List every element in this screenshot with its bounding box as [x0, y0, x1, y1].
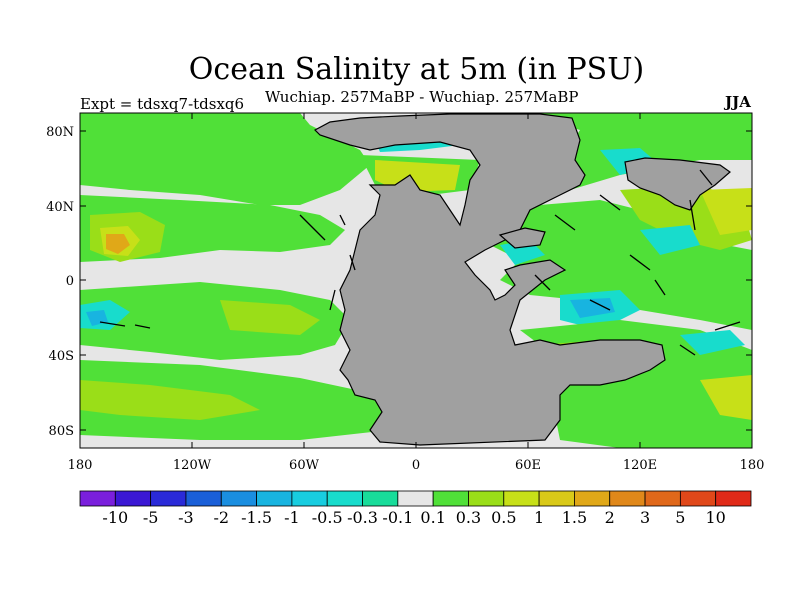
- colorbar-swatch: [79, 490, 116, 507]
- colorbar-swatch: [503, 490, 540, 507]
- x-axis-ticks: 180 120W 60W 0 60E 120E 180: [68, 113, 765, 473]
- x-tick-label: 180: [68, 458, 93, 473]
- colorbar-swatch: [574, 490, 611, 507]
- y-axis-ticks: 80N 40N 0 40S 80S: [46, 125, 752, 439]
- y-tick-label: 80S: [49, 424, 74, 439]
- colorbar-swatch: [114, 490, 152, 507]
- colorbar-swatch: [397, 490, 434, 507]
- landmass: [314, 113, 731, 446]
- salinity-field: [80, 113, 752, 448]
- colorbar-label: -2: [213, 508, 229, 527]
- colorbar-label: 0.3: [456, 508, 481, 527]
- colorbar-label: -3: [178, 508, 194, 527]
- colorbar-label: -0.3: [347, 508, 378, 527]
- subtitle: Wuchiap. 257MaBP - Wuchiap. 257MaBP: [265, 88, 579, 106]
- y-tick-label: 40S: [49, 349, 74, 364]
- y-tick-label: 40N: [46, 200, 74, 215]
- x-tick-label: 120W: [173, 458, 212, 473]
- colorbar-swatch: [362, 490, 399, 507]
- colorbar: -10 -5 -3 -2 -1.5 -1 -0.5 -0.3 -0.1 0.1 0.3 0.5 1 1.5…: [79, 490, 752, 527]
- y-tick-label: 80N: [46, 125, 74, 140]
- colorbar-swatch: [150, 490, 187, 507]
- colorbar-swatch: [432, 490, 469, 507]
- x-tick-label: 60E: [515, 458, 541, 473]
- colorbar-label: -0.5: [312, 508, 343, 527]
- colorbar-swatch: [715, 490, 752, 507]
- map-plot-area: [80, 113, 752, 448]
- colorbar-label: 1.5: [562, 508, 587, 527]
- colorbar-label: -0.1: [382, 508, 413, 527]
- colorbar-label: 1: [534, 508, 544, 527]
- colorbar-label: 3: [640, 508, 650, 527]
- colorbar-swatch: [220, 490, 257, 507]
- colorbar-label: 0.5: [491, 508, 516, 527]
- colorbar-label: -10: [102, 508, 128, 527]
- colorbar-swatch: [468, 490, 505, 507]
- experiment-label: Expt = tdsxq7-tdsxq6: [80, 95, 245, 113]
- x-tick-label: 120E: [623, 458, 657, 473]
- x-tick-label: 60W: [289, 458, 320, 473]
- island-outlines: [99, 169, 741, 356]
- colorbar-swatch: [326, 490, 363, 507]
- colorbar-label: -1: [284, 508, 300, 527]
- colorbar-swatch: [609, 490, 646, 507]
- y-tick-label: 0: [66, 274, 74, 289]
- colorbar-label: 5: [675, 508, 685, 527]
- season-label: JJA: [725, 93, 751, 111]
- colorbar-swatch: [256, 490, 293, 507]
- chart-title: Ocean Salinity at 5m (in PSU): [188, 52, 645, 87]
- colorbar-label: 10: [706, 508, 726, 527]
- colorbar-swatch: [538, 490, 575, 507]
- colorbar-swatch: [679, 490, 717, 507]
- x-tick-label: 0: [412, 458, 420, 473]
- colorbar-swatch: [185, 490, 222, 507]
- colorbar-swatch: [644, 490, 681, 507]
- colorbar-label: 2: [605, 508, 615, 527]
- x-tick-label: 180: [740, 458, 765, 473]
- colorbar-label: 0.1: [420, 508, 445, 527]
- colorbar-label: -1.5: [241, 508, 272, 527]
- colorbar-swatch: [291, 490, 328, 507]
- colorbar-label: -5: [143, 508, 159, 527]
